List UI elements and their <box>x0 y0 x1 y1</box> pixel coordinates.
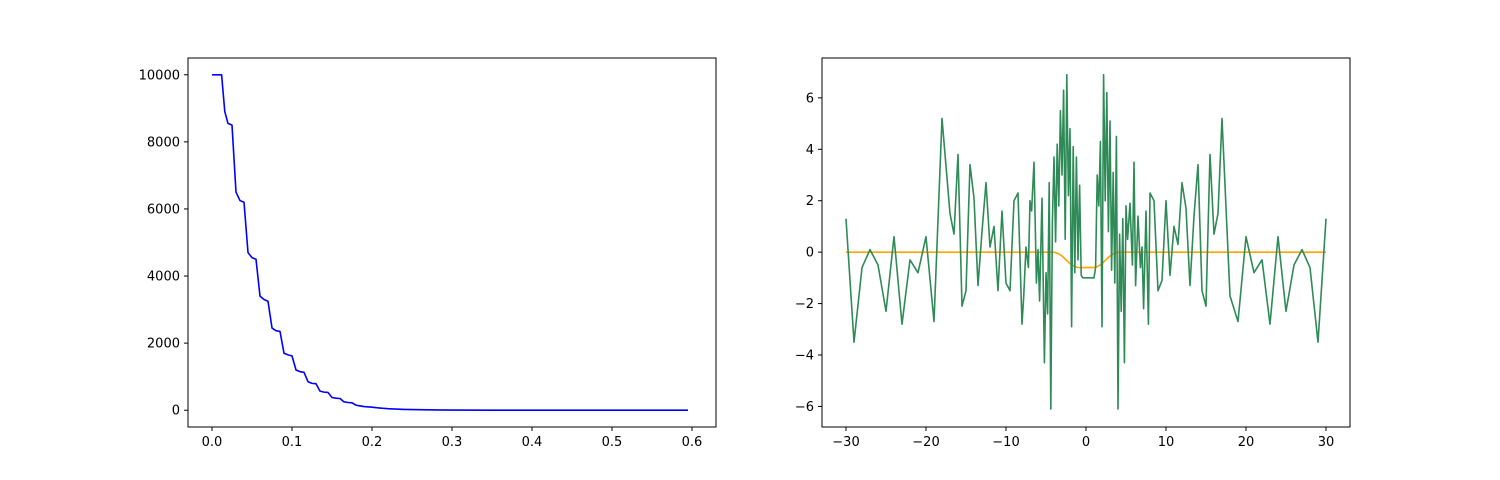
x-tick-label: 0 <box>1082 435 1090 450</box>
series-line-2 <box>845 73 1327 410</box>
y-tick-label: −4 <box>795 349 814 364</box>
x-tick-label: 0.1 <box>282 435 303 450</box>
y-tick-label: 4 <box>806 143 814 158</box>
x-tick-label: 0.6 <box>682 435 703 450</box>
y-tick-label: −6 <box>795 400 814 415</box>
x-tick-label: 0.2 <box>362 435 383 450</box>
y-tick-label: 0 <box>172 404 180 419</box>
x-tick-label: 0.0 <box>202 435 223 450</box>
y-tick-label: 0 <box>806 246 814 261</box>
series-line-1 <box>212 73 688 412</box>
plot-area <box>212 73 688 412</box>
y-tick-label: 10000 <box>139 68 180 83</box>
x-tick-label: 20 <box>1238 435 1255 450</box>
y-tick-label: −2 <box>795 297 814 312</box>
y-tick-label: 6 <box>806 91 814 106</box>
y-tick-label: 4000 <box>147 270 180 285</box>
x-tick-label: 0.3 <box>442 435 463 450</box>
y-tick-label: 2 <box>806 194 814 209</box>
x-tick-label: 0.5 <box>602 435 623 450</box>
left-axes: 0.0 0.1 0.2 0.3 0.4 0.5 0.6 0 2000 4000 6000 8000 10… <box>139 57 717 450</box>
x-tick-label: −20 <box>912 435 939 450</box>
y-tick-label: 6000 <box>147 202 180 217</box>
x-tick-label: 30 <box>1318 435 1335 450</box>
plot-area <box>845 73 1327 410</box>
x-tick-label: −30 <box>832 435 859 450</box>
y-tick-label: 8000 <box>147 135 180 150</box>
x-tick-label: 0.4 <box>522 435 543 450</box>
x-tick-label: −10 <box>992 435 1019 450</box>
y-tick-label: 2000 <box>147 337 180 352</box>
x-tick-label: 10 <box>1158 435 1175 450</box>
